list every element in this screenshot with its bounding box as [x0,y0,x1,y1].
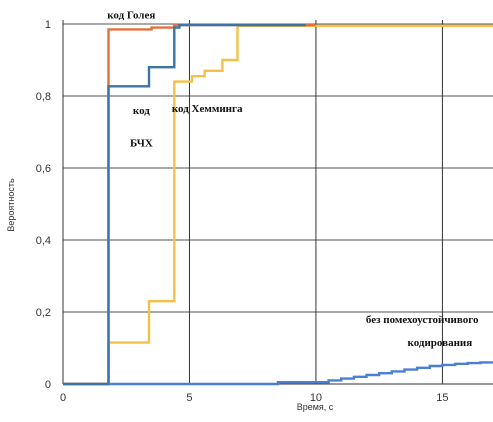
series-line [63,23,306,386]
annotations: код Голея код БЧХ код Хемминга без помехоуст… [107,10,479,350]
annotation-label: код Голея [107,10,155,22]
x-axis-label: Время, с [297,402,334,412]
x-tick-label: 15 [436,392,448,404]
annotation-label: БЧХ [130,137,153,149]
y-tick-label: 0,4 [36,235,51,247]
y-tick-label: 0,8 [36,91,51,103]
y-tick-label: 0 [45,379,51,391]
annotation-label: код [133,105,150,117]
x-tick-label: 5 [186,392,192,404]
x-tick-label: 10 [310,392,322,404]
series-line [63,24,493,386]
annotation-label: код Хемминга [172,103,243,115]
y-axis-label: Вероятность [6,178,16,232]
series-group [63,23,493,386]
x-tick-label: 0 [60,392,66,404]
y-tick-label: 1 [45,19,51,31]
series-line [63,361,493,386]
y-tick-label: 0,6 [36,163,51,175]
annotation-label: кодирования [408,337,473,349]
y-tick-label: 0,2 [36,307,51,319]
annotation-label: без помехоустойчивого [366,314,479,326]
grid [63,20,493,385]
